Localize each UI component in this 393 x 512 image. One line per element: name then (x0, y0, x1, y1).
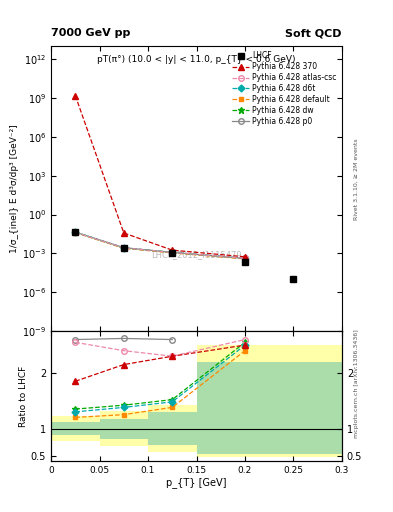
Bar (196, 345, 245, 457)
Pythia 6.428 d6t (121, 245, 126, 251)
Bar (148, 412, 196, 445)
Pythia 6.428 d6t (242, 255, 247, 262)
Pythia 6.428 d6t (73, 229, 78, 235)
Text: LHCF_2012_I1115479: LHCF_2012_I1115479 (151, 250, 242, 259)
Pythia 6.428 370 (73, 93, 78, 99)
Bar (196, 362, 245, 454)
Legend: LHCF, Pythia 6.428 370, Pythia 6.428 atlas-csc, Pythia 6.428 d6t, Pythia 6.428 d: LHCF, Pythia 6.428 370, Pythia 6.428 atl… (231, 50, 338, 127)
Bar (294, 345, 342, 457)
Pythia 6.428 atlas-csc (121, 245, 126, 251)
Line: Pythia 6.428 dw: Pythia 6.428 dw (72, 229, 248, 262)
Bar (99, 411, 148, 446)
Pythia 6.428 p0 (121, 245, 126, 251)
Line: Pythia 6.428 atlas-csc: Pythia 6.428 atlas-csc (73, 229, 248, 261)
Pythia 6.428 370 (170, 247, 174, 253)
Pythia 6.428 dw (121, 245, 126, 251)
Pythia 6.428 default (242, 256, 247, 262)
Bar (99, 418, 148, 439)
Pythia 6.428 dw (170, 249, 174, 255)
Line: LHCF: LHCF (73, 229, 296, 282)
Bar (51, 422, 99, 435)
Line: Pythia 6.428 d6t: Pythia 6.428 d6t (73, 230, 248, 261)
Text: Rivet 3.1.10, ≥ 2M events: Rivet 3.1.10, ≥ 2M events (354, 138, 359, 220)
Pythia 6.428 dw (242, 255, 247, 262)
Bar (148, 405, 196, 452)
Bar (245, 362, 294, 454)
Text: pT(π°) (10.0 < |y| < 11.0, p_{T} < 0.6 GeV): pT(π°) (10.0 < |y| < 11.0, p_{T} < 0.6 G… (97, 55, 296, 63)
Pythia 6.428 default (121, 245, 126, 251)
Pythia 6.428 p0 (170, 249, 174, 255)
Pythia 6.428 p0 (242, 255, 247, 262)
LHCF (73, 229, 78, 235)
Y-axis label: Ratio to LHCF: Ratio to LHCF (19, 366, 28, 426)
Line: Pythia 6.428 p0: Pythia 6.428 p0 (73, 229, 248, 261)
Pythia 6.428 dw (73, 229, 78, 236)
Bar (294, 362, 342, 454)
Text: 7000 GeV pp: 7000 GeV pp (51, 28, 130, 38)
LHCF (121, 245, 126, 251)
Line: Pythia 6.428 default: Pythia 6.428 default (73, 230, 248, 261)
Text: Soft QCD: Soft QCD (285, 28, 342, 38)
Bar (51, 416, 99, 441)
Line: Pythia 6.428 370: Pythia 6.428 370 (73, 93, 248, 260)
Pythia 6.428 370 (242, 254, 247, 260)
Pythia 6.428 370 (121, 230, 126, 236)
LHCF (242, 259, 247, 265)
LHCF (170, 250, 174, 256)
Pythia 6.428 atlas-csc (73, 229, 78, 236)
Pythia 6.428 p0 (73, 229, 78, 235)
Pythia 6.428 atlas-csc (242, 255, 247, 262)
X-axis label: p_{T} [GeV]: p_{T} [GeV] (166, 477, 227, 488)
Y-axis label: 1/σ_{inel} E d³σ/dp³ [GeV⁻²]: 1/σ_{inel} E d³σ/dp³ [GeV⁻²] (10, 124, 19, 253)
Bar (245, 345, 294, 457)
Pythia 6.428 atlas-csc (170, 249, 174, 255)
Pythia 6.428 default (170, 250, 174, 256)
LHCF (291, 276, 296, 283)
Pythia 6.428 d6t (170, 249, 174, 255)
Pythia 6.428 default (73, 229, 78, 236)
Text: mcplots.cern.ch [arXiv:1306.3436]: mcplots.cern.ch [arXiv:1306.3436] (354, 330, 359, 438)
